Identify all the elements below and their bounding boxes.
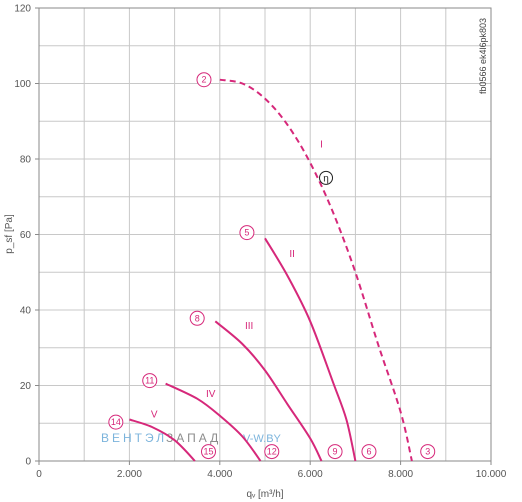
labels-layer: I 2 3 II 5 6 III 8 9 IV 11 12 V 14 15 η: [108, 72, 436, 460]
x-tick-label: 10.000: [476, 469, 507, 480]
y-tick-label: 80: [20, 155, 32, 166]
grid-layer: [38, 7, 492, 462]
point-marker-8-label: 8: [195, 313, 200, 323]
point-marker-14-circle: [108, 414, 124, 430]
efficiency-marker-label: η: [323, 173, 329, 184]
series-curve-i: [219, 78, 413, 462]
point-marker-15-circle: [201, 444, 216, 460]
point-marker-14-label: 14: [111, 417, 121, 427]
y-axis-title: p_sf [Pa]: [4, 214, 15, 254]
point-marker-2-circle: [196, 72, 212, 88]
y-tick-label: 60: [20, 230, 32, 241]
point-marker-15-label: 15: [203, 447, 213, 457]
x-tick-label: 8.000: [388, 469, 413, 480]
watermark-part-3: V-W.BY: [243, 433, 282, 445]
watermark-part-1: ВЕНТЭЛ: [101, 431, 167, 445]
x-tick-label: 6.000: [298, 469, 323, 480]
point-marker-5-circle: [239, 225, 255, 241]
point-marker-6-circle: [361, 444, 377, 460]
point-marker-12-label: 12: [267, 447, 277, 457]
point-marker-12-circle: [264, 444, 280, 460]
point-marker-9-label: 9: [333, 447, 338, 457]
point-marker-11-circle: [142, 373, 158, 389]
series-label-iv: IV: [206, 389, 216, 400]
point-marker-6-label: 6: [366, 447, 371, 457]
series-label-i: I: [320, 140, 323, 151]
y-tick-label: 100: [14, 79, 31, 90]
y-tick-label: 20: [20, 381, 32, 392]
watermark: ВЕНТЭЛ ЗАПАД V-W.BY: [101, 431, 282, 445]
curves-layer: [129, 78, 413, 462]
point-marker-9-circle: [327, 444, 343, 460]
y-tick-label: 120: [14, 4, 31, 15]
watermark-part-2: ЗАПАД: [166, 431, 221, 445]
series-curve-iii: [214, 320, 323, 462]
x-tick-label: 0: [36, 469, 42, 480]
point-marker-3-label: 3: [425, 447, 430, 457]
y-tick-label: 0: [25, 457, 31, 468]
figure-id-note: fb0566 ek4l6pk803: [478, 18, 488, 94]
point-marker-5-label: 5: [244, 228, 249, 238]
x-axis-title: qᵥ [m³/h]: [246, 489, 283, 500]
point-marker-11-label: 11: [145, 376, 154, 386]
efficiency-marker-circle: [319, 170, 334, 185]
point-marker-3-circle: [420, 444, 436, 460]
axes-layer: 0 2.000 4.000 6.000 8.000 10.000 0 20 40 60 80 100 1…: [14, 4, 506, 481]
series-curve-v: [129, 418, 196, 462]
series-label-ii: II: [289, 249, 295, 260]
point-marker-8-circle: [189, 310, 205, 326]
point-marker-2-label: 2: [201, 75, 206, 85]
series-label-iii: III: [245, 321, 253, 332]
x-tick-label: 4.000: [207, 469, 232, 480]
y-tick-label: 40: [20, 306, 32, 317]
series-label-v: V: [151, 410, 158, 421]
series-curve-iv: [165, 382, 262, 462]
series-curve-ii: [264, 237, 357, 462]
x-tick-label: 2.000: [117, 469, 142, 480]
